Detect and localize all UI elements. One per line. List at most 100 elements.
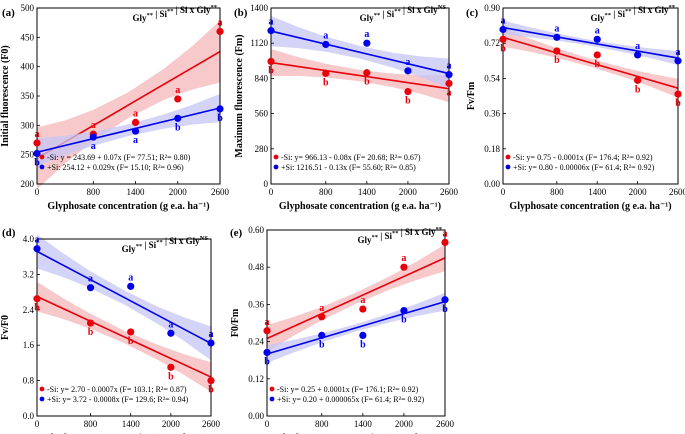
panel-label: (e) (230, 227, 243, 239)
data-point-+Si (89, 133, 97, 141)
data-point-+Si (404, 67, 412, 75)
y-tick-label: 840 (255, 73, 269, 83)
significance-letter: b (168, 371, 174, 382)
legend-equation--Si: -Si: y= 2.70 - 0.0007x (F= 103.1; R²= 0.… (47, 385, 187, 394)
data-point-+Si (33, 149, 41, 158)
significance-term: | Si (611, 9, 625, 19)
x-tick-label: 800 (84, 419, 98, 429)
data-point-+Si (553, 33, 561, 41)
significance-letter: a (676, 47, 681, 58)
data-point-+Si (263, 348, 271, 357)
data-point--Si (404, 88, 412, 96)
data-point--Si (267, 57, 275, 66)
data-point--Si (400, 263, 408, 271)
x-tick-label: 2600 (211, 187, 230, 197)
y-tick-label: 450 (21, 32, 35, 42)
y-tick-label: 280 (255, 144, 269, 154)
y-tick-label: 200 (21, 179, 35, 189)
y-tick-label: 0.48 (248, 262, 264, 272)
fit-line--Si (266, 257, 446, 340)
significance-letter: a (168, 319, 173, 330)
x-tick-label: 0 (265, 419, 270, 429)
legend-marker-+Si (269, 396, 275, 402)
significance-letter: a (91, 120, 96, 131)
significance-letter: b (268, 65, 274, 76)
legend-marker-+Si (505, 164, 511, 170)
significance-letter: b (360, 339, 366, 350)
significance-letter: b (364, 77, 370, 88)
legend-marker-+Si (39, 164, 45, 170)
chart-panel-a: (a) 200 250 300 350 400 450 500 0 800 1400 2000 2600… (0, 3, 230, 212)
data-point-+Si (131, 127, 140, 135)
significance-letter: b (34, 303, 40, 314)
x-tick-label: 2000 (162, 419, 181, 429)
y-tick-label: 0.36 (484, 109, 500, 119)
data-point-+Si (400, 307, 408, 315)
y-tick-label: 500 (21, 3, 35, 13)
data-point--Si (167, 363, 175, 371)
significance-letter: a (269, 17, 274, 28)
significance-sup: ** (156, 239, 163, 246)
legend-equation-+Si: +Si: y= 0.80 - 0.00006x (F= 61.4; R²= 0.… (513, 163, 655, 172)
significance-letter: a (405, 57, 410, 68)
panel-label: (b) (234, 7, 248, 19)
data-point-+Si (86, 284, 95, 292)
x-tick-label: 1400 (122, 419, 141, 429)
significance-letter: a (35, 129, 40, 140)
significance-term: | Si x Gly (163, 236, 200, 246)
y-tick-label: 350 (21, 91, 35, 101)
significance-letter: b (405, 96, 411, 107)
legend-marker--Si (273, 154, 279, 160)
significance-sup: ** (605, 12, 612, 19)
chart-panel-e: (e) 0.00 0.12 0.24 0.36 0.48 0.60 0 800 1400 2000 2… (230, 225, 455, 434)
fit-line-+Si (502, 26, 679, 59)
y-tick-label: 250 (21, 150, 35, 160)
significance-letter: a (360, 295, 365, 306)
significance-term: | Si (153, 9, 167, 19)
significance-term: Gly (360, 13, 375, 23)
data-point--Si (322, 69, 330, 77)
significance-letter: b (442, 304, 448, 315)
y-tick-label: 400 (21, 62, 35, 72)
significance-term: Gly (590, 13, 605, 23)
significance-letter: b (264, 356, 270, 367)
y-tick-label: 0 (264, 179, 269, 189)
data-point--Si (363, 69, 371, 77)
y-tick-label: 0.0 (23, 411, 35, 421)
significance-term: | Si x Gly (399, 227, 436, 237)
data-point--Si (634, 76, 642, 84)
significance-letter: b (554, 55, 560, 66)
y-tick-label: 0.60 (248, 225, 264, 235)
chart-panel-c: (c) 0.00 0.18 0.36 0.54 0.72 0.90 0 800 1400 2000 2… (466, 3, 685, 212)
significance-letter: b (175, 122, 181, 133)
panel-label: (d) (2, 227, 16, 239)
significance-sup: ** (147, 12, 154, 19)
legend-marker-+Si (39, 396, 45, 402)
x-tick-label: 0 (269, 187, 274, 197)
fit-line--Si (502, 36, 679, 89)
data-point-+Si (322, 40, 330, 49)
significance-letter: a (501, 16, 506, 27)
significance-letter: a (133, 135, 138, 146)
significance-letter: b (323, 77, 329, 88)
significance-term: | Si x Gly (632, 5, 669, 15)
significance-title: Gly** | Si** | Si x Gly** (132, 4, 217, 23)
x-tick-label: 2000 (399, 187, 418, 197)
x-tick-label: 800 (87, 187, 101, 197)
x-tick-label: 2000 (169, 187, 188, 197)
significance-sup: ** (167, 8, 174, 15)
plot-frame (270, 7, 450, 185)
significance-sup: ** (136, 243, 143, 250)
x-tick-label: 1400 (358, 187, 377, 197)
significance-term: | Si (378, 231, 392, 241)
x-axis-label: Glyphosate concentration (g e.a. ha⁻¹) (47, 201, 209, 212)
significance-letter: a (595, 25, 600, 36)
significance-sup: ** (211, 4, 218, 11)
significance-term: Gly (132, 13, 147, 23)
significance-term: Gly (122, 244, 137, 254)
y-tick-label: 0.24 (248, 337, 264, 347)
y-tick-label: 0.90 (484, 3, 500, 13)
significance-letter: b (128, 336, 134, 347)
data-point--Si (359, 305, 367, 313)
data-point--Si (263, 327, 271, 335)
